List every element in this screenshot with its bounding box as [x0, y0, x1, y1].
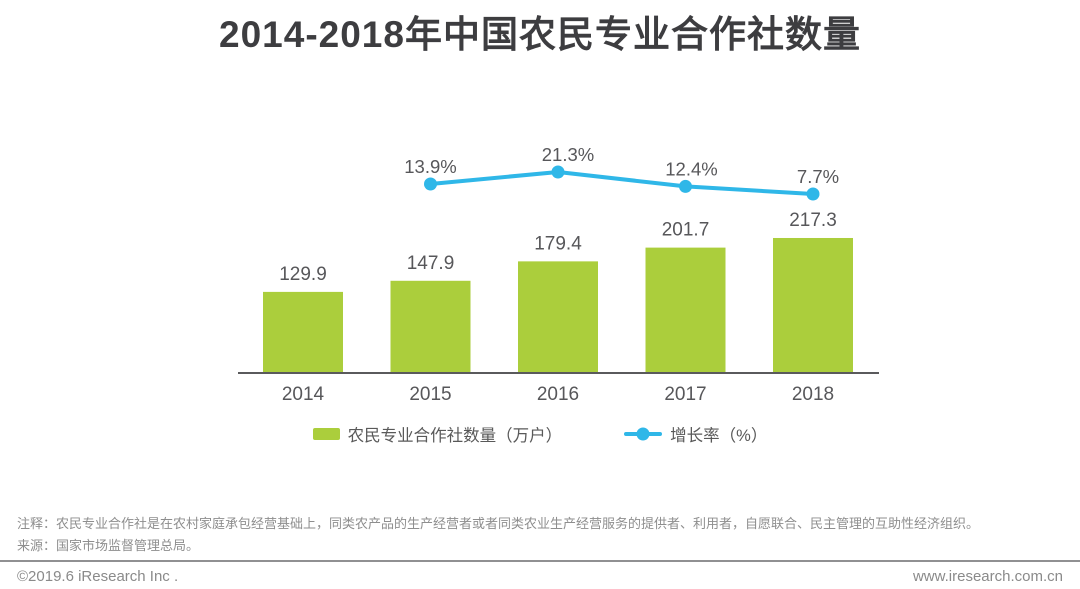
chart-title: 2014-2018年中国农民专业合作社数量: [219, 14, 861, 55]
bar-value-label-2018: 217.3: [789, 210, 837, 231]
growth-rate-label-2018: 7.7%: [797, 166, 839, 187]
growth-rate-point-2015: [424, 177, 437, 191]
growth-rate-line: [428, 169, 815, 197]
growth-rate-label-2015: 13.9%: [404, 156, 456, 177]
bar-value-label-2016: 179.4: [534, 233, 582, 254]
line-series-swatch: [624, 427, 663, 441]
growth-rate-label-2017: 12.4%: [665, 158, 717, 179]
footer-divider: [0, 560, 1080, 562]
bar-2018: [773, 237, 853, 372]
bar-2016: [518, 261, 598, 372]
bar-2017: [645, 247, 726, 372]
bar-2015: [390, 280, 471, 372]
chart-legend: 农民专业合作社数量（万户） 增长率（%）: [0, 420, 1080, 448]
x-tick-2015: 2015: [409, 384, 451, 405]
line-series-marker-icon: [636, 427, 650, 441]
website-link[interactable]: www.iresearch.com.cn: [912, 567, 1063, 585]
bar-series-swatch: [312, 428, 340, 440]
growth-rate-point-2018: [806, 187, 820, 201]
growth-rate-label-2016: 21.3%: [542, 144, 594, 165]
copyright-text: ©2019.6 iResearch Inc .: [17, 567, 179, 585]
footnotes: 注释：农民专业合作社是在农村家庭承包经营基础上，同类农产品的生产经营者或者同类农…: [17, 513, 1063, 557]
legend-item-growth-rate: 增长率（%）: [624, 422, 767, 446]
x-tick-2016: 2016: [537, 384, 579, 405]
bar-value-label-2017: 201.7: [662, 220, 710, 241]
bar-series-label: 农民专业合作社数量（万户）: [347, 427, 563, 445]
legend-item-cooperatives: 农民专业合作社数量（万户）: [312, 422, 563, 446]
x-tick-2018: 2018: [792, 384, 834, 405]
bar-2014: [263, 291, 343, 372]
bar-value-label-2014: 129.9: [279, 264, 327, 285]
bar-value-label-2015: 147.9: [407, 253, 455, 274]
x-tick-2014: 2014: [282, 384, 325, 405]
footer-bar: ©2019.6 iResearch Inc . www.iresearch.co…: [17, 565, 1063, 587]
line-series-label: 增长率（%）: [670, 427, 768, 445]
x-tick-2017: 2017: [664, 384, 706, 405]
growth-rate-point-2016: [551, 165, 565, 179]
note-text: 注释：农民专业合作社是在农村家庭承包经营基础上，同类农产品的生产经营者或者同类农…: [17, 516, 980, 531]
growth-rate-point-2017: [679, 179, 692, 193]
source-text: 来源：国家市场监督管理总局。: [17, 538, 200, 553]
